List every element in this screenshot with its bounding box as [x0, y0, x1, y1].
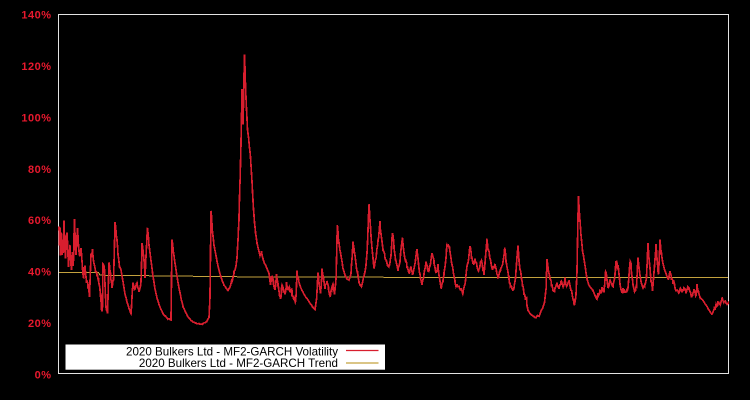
svg-text:20%: 20% [28, 318, 52, 330]
svg-text:0%: 0% [35, 370, 52, 382]
svg-text:40%: 40% [28, 267, 52, 279]
svg-text:60%: 60% [28, 215, 52, 227]
svg-text:120%: 120% [21, 61, 51, 73]
svg-text:2020 Bulkers Ltd - MF2-GARCH V: 2020 Bulkers Ltd - MF2-GARCH Volatility [126, 345, 338, 358]
svg-text:2020 Bulkers Ltd - MF2-GARCH T: 2020 Bulkers Ltd - MF2-GARCH Trend [139, 357, 338, 370]
svg-text:100%: 100% [21, 112, 51, 124]
svg-text:80%: 80% [28, 164, 52, 176]
svg-text:140%: 140% [21, 10, 51, 22]
